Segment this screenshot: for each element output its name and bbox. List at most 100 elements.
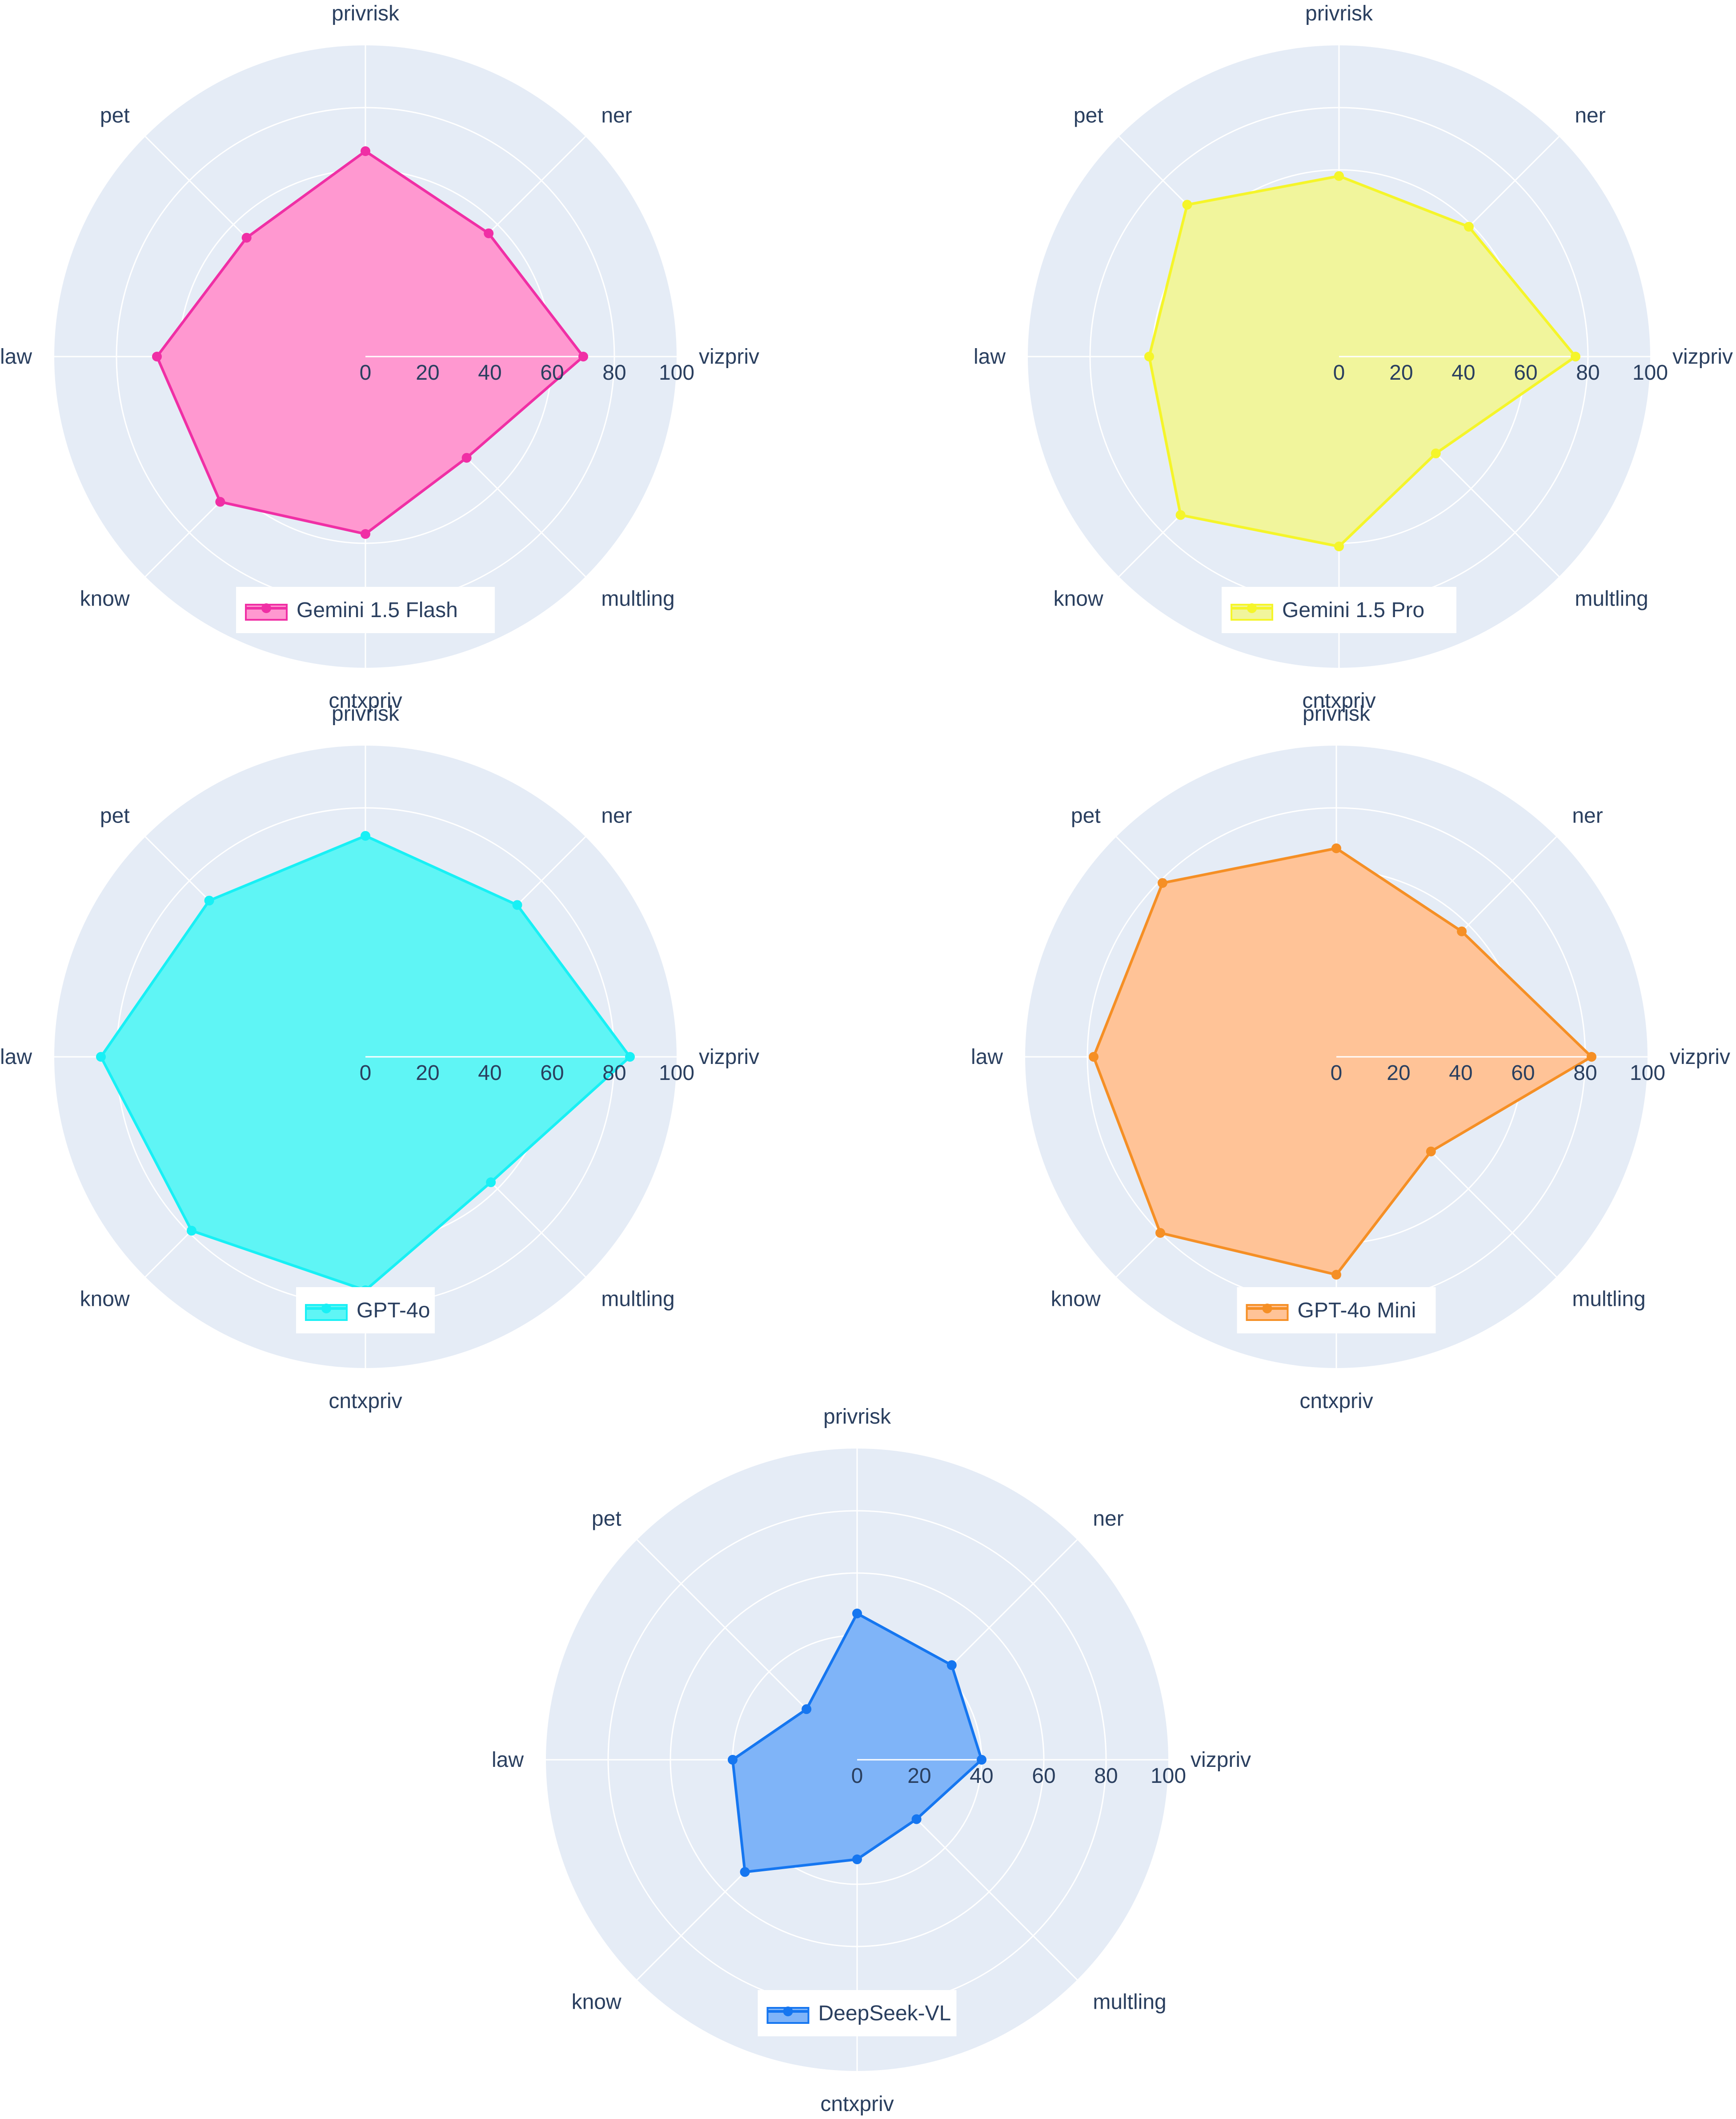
axis-label-privrisk: privrisk — [332, 702, 400, 726]
axis-label-law: law — [0, 345, 32, 369]
data-point-multling — [486, 1177, 496, 1188]
radial-tick-label: 0 — [360, 361, 372, 385]
data-point-vizpriv — [1587, 1052, 1596, 1062]
radial-tick-label: 80 — [1573, 1061, 1597, 1085]
data-point-cntxpriv — [361, 529, 370, 539]
radial-tick-label: 0 — [1331, 1061, 1343, 1085]
radial-tick-label: 60 — [1511, 1061, 1535, 1085]
radial-tick-label: 40 — [478, 361, 501, 385]
data-point-multling — [1426, 1146, 1436, 1156]
radar-chart-5: 0 20 40 60 80 100 privrisk ner vizpriv multling cn… — [492, 1405, 1251, 2116]
radial-tick-label: 20 — [416, 1061, 439, 1085]
data-point-pet — [802, 1704, 812, 1714]
legend: GPT-4o Mini — [1237, 1287, 1436, 1333]
data-point-ner — [1457, 926, 1467, 936]
axis-label-ner: ner — [601, 804, 632, 828]
radial-tick-label: 80 — [602, 1061, 626, 1085]
axis-label-ner: ner — [601, 104, 632, 128]
data-point-know — [215, 497, 225, 507]
data-point-cntxpriv — [852, 1854, 862, 1864]
radial-tick-label: 60 — [1032, 1764, 1055, 1788]
axis-label-vizpriv: vizpriv — [1191, 1748, 1251, 1772]
data-point-cntxpriv — [1334, 542, 1344, 551]
data-point-know — [1155, 1228, 1166, 1238]
axis-label-vizpriv: vizpriv — [699, 1045, 759, 1069]
axis-label-privrisk: privrisk — [1305, 2, 1373, 25]
radial-tick-label: 0 — [851, 1764, 863, 1788]
axis-label-know: know — [572, 1990, 621, 2014]
legend: GPT-4o — [296, 1287, 435, 1333]
radial-tick-label: 100 — [1151, 1764, 1186, 1788]
radar-chart-1: 0 20 40 60 80 100 privrisk ner vizpriv multling cn… — [0, 2, 759, 713]
radial-tick-label: 0 — [360, 1061, 372, 1085]
data-point-vizpriv — [1571, 352, 1580, 361]
data-point-ner — [484, 228, 494, 238]
axis-label-multling: multling — [1572, 1287, 1645, 1311]
axis-label-privrisk: privrisk — [1303, 702, 1371, 726]
radial-tick-label: 100 — [1632, 361, 1668, 385]
legend-label: GPT-4o Mini — [1298, 1299, 1416, 1322]
axis-label-ner: ner — [1575, 104, 1605, 128]
data-point-pet — [1182, 200, 1192, 210]
data-point-cntxpriv — [1331, 1270, 1341, 1280]
axis-label-multling: multling — [1093, 1990, 1166, 2014]
legend-label: Gemini 1.5 Flash — [297, 598, 458, 622]
axis-label-pet: pet — [592, 1507, 621, 1531]
data-point-privrisk — [1334, 171, 1344, 181]
axis-label-pet: pet — [100, 104, 130, 128]
radial-tick-label: 100 — [1630, 1061, 1665, 1085]
legend: DeepSeek-VL — [758, 1990, 957, 2036]
axis-label-cntxpriv: cntxpriv — [820, 2092, 894, 2116]
data-point-law — [728, 1755, 738, 1765]
axis-label-know: know — [80, 587, 130, 610]
data-point-law — [152, 352, 162, 361]
axis-label-privrisk: privrisk — [823, 1405, 891, 1429]
radial-tick-label: 40 — [478, 1061, 501, 1085]
data-point-law — [96, 1052, 106, 1062]
legend: Gemini 1.5 Flash — [236, 587, 495, 633]
radial-tick-label: 100 — [659, 361, 694, 385]
radial-tick-label: 80 — [602, 361, 626, 385]
radial-tick-label: 0 — [1333, 361, 1345, 385]
axis-label-cntxpriv: cntxpriv — [1302, 689, 1375, 713]
axis-label-cntxpriv: cntxpriv — [1299, 1389, 1373, 1413]
axis-label-pet: pet — [1074, 104, 1103, 128]
axis-label-privrisk: privrisk — [332, 2, 400, 25]
data-point-vizpriv — [977, 1755, 986, 1765]
radial-tick-label: 40 — [970, 1764, 993, 1788]
legend: Gemini 1.5 Pro — [1222, 587, 1456, 633]
axis-label-ner: ner — [1093, 1507, 1123, 1531]
radial-tick-label: 60 — [1514, 361, 1537, 385]
data-point-law — [1089, 1052, 1099, 1062]
radar-chart-4: 0 20 40 60 80 100 privrisk ner vizpriv multling cn… — [971, 702, 1730, 1413]
radial-tick-label: 60 — [540, 361, 564, 385]
data-point-know — [1175, 510, 1186, 520]
axis-label-ner: ner — [1572, 804, 1603, 828]
data-point-privrisk — [361, 146, 370, 156]
radial-tick-label: 20 — [416, 361, 439, 385]
legend-label: DeepSeek-VL — [818, 2002, 951, 2025]
axis-label-law: law — [971, 1045, 1003, 1069]
legend-marker — [261, 603, 271, 613]
axis-label-pet: pet — [100, 804, 130, 828]
radar-chart-3: 0 20 40 60 80 100 privrisk ner vizpriv multling cn… — [0, 702, 759, 1413]
data-point-vizpriv — [625, 1052, 635, 1062]
axis-label-know: know — [1051, 1287, 1101, 1311]
radial-tick-label: 40 — [1451, 361, 1475, 385]
data-point-multling — [911, 1814, 922, 1824]
radial-tick-label: 80 — [1576, 361, 1600, 385]
axis-label-multling: multling — [601, 587, 674, 610]
axis-label-vizpriv: vizpriv — [1672, 345, 1733, 369]
radar-chart-2: 0 20 40 60 80 100 privrisk ner vizpriv multling cn… — [974, 2, 1733, 713]
data-point-ner — [512, 900, 522, 910]
data-point-law — [1144, 352, 1154, 361]
radial-tick-label: 20 — [907, 1764, 931, 1788]
radial-tick-label: 80 — [1094, 1764, 1118, 1788]
axis-label-cntxpriv: cntxpriv — [329, 689, 402, 713]
axis-label-pet: pet — [1071, 804, 1101, 828]
axis-label-law: law — [492, 1748, 524, 1772]
radial-tick-label: 100 — [659, 1061, 694, 1085]
legend-marker — [1262, 1304, 1272, 1313]
radial-tick-label: 40 — [1449, 1061, 1472, 1085]
